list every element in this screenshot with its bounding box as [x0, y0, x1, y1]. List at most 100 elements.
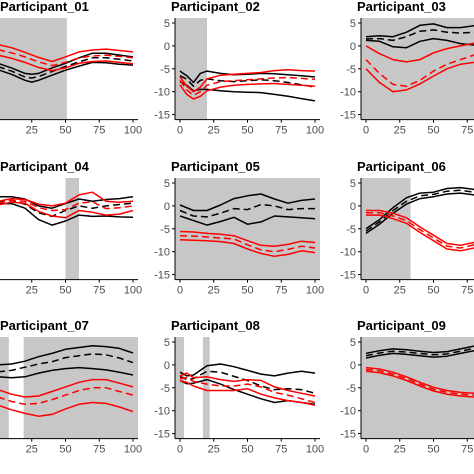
x-tick-label: 0	[177, 285, 183, 297]
y-tick-label: -10	[154, 247, 170, 259]
panel: 25 50 75 100 Participant_01	[0, 0, 142, 137]
shaded-region	[65, 178, 79, 280]
series-line	[0, 378, 134, 398]
shaded-region	[23, 337, 138, 439]
series-line	[179, 376, 316, 404]
series-line	[365, 61, 474, 93]
series-line	[365, 29, 474, 42]
x-tick-label: 100	[306, 125, 324, 137]
panel-title: Participant_09	[357, 318, 446, 333]
series-line	[0, 353, 134, 373]
y-tick-label: 5	[164, 337, 170, 349]
shaded-region	[202, 337, 210, 439]
y-tick-label: 0	[164, 201, 170, 213]
x-tick-label: 100	[306, 444, 324, 456]
series-line	[366, 209, 474, 247]
plot-area	[175, 337, 316, 439]
x-tick-label: 50	[241, 285, 253, 297]
series-line	[179, 68, 316, 93]
plot-area	[361, 337, 474, 439]
y-tick-label: -10	[340, 87, 356, 99]
y-tick-label: 0	[164, 41, 170, 53]
series-line	[0, 199, 134, 212]
series-line	[179, 193, 316, 212]
series-line	[179, 379, 316, 406]
panel-title: Participant_08	[171, 318, 260, 333]
plot-area	[0, 178, 134, 280]
series-line	[0, 61, 134, 83]
series-line	[0, 202, 134, 226]
x-tick-label: 100	[306, 285, 324, 297]
x-tick-label: 25	[26, 444, 38, 456]
y-tick-label: 5	[350, 18, 356, 30]
y-tick-label: 0	[350, 201, 356, 213]
x-tick-label: 75	[93, 285, 105, 297]
x-tick-label: 25	[26, 285, 38, 297]
x-tick-label: 50	[59, 444, 71, 456]
series-line	[179, 239, 316, 258]
y-tick-label: 5	[164, 178, 170, 190]
y-tick-label: -15	[154, 429, 170, 441]
plot-area	[361, 18, 474, 120]
panel-title: Participant_02	[171, 0, 260, 14]
x-tick-label: 75	[275, 125, 287, 137]
panel-title: Participant_05	[171, 159, 260, 174]
panel: 25 50 75 100 Participant_07	[0, 318, 142, 456]
shaded-region	[175, 178, 320, 280]
y-tick-label: -10	[154, 87, 170, 99]
y-tick-label: 0	[350, 41, 356, 53]
series-line	[365, 349, 474, 359]
y-tick-label: 5	[164, 18, 170, 30]
x-tick-label: 75	[93, 444, 105, 456]
series-line	[365, 37, 474, 49]
x-tick-label: 0	[177, 125, 183, 137]
x-tick-label: 75	[275, 444, 287, 456]
series-line	[365, 54, 474, 87]
plot-area	[175, 178, 320, 280]
x-tick-label: 100	[124, 444, 142, 456]
y-tick-label: -5	[160, 383, 170, 395]
panel-title: Participant_01	[0, 0, 89, 14]
panel-title: Participant_06	[357, 159, 446, 174]
y-tick-label: -10	[340, 247, 356, 259]
x-tick-label: 25	[394, 444, 406, 456]
x-tick-label: 50	[241, 444, 253, 456]
series-line	[366, 214, 474, 252]
series-line	[179, 230, 316, 247]
x-tick-label: 50	[427, 444, 439, 456]
series-line	[0, 387, 134, 406]
shaded-region	[361, 18, 474, 120]
x-tick-label: 50	[59, 285, 71, 297]
plot-area	[0, 337, 138, 439]
panel-title: Participant_03	[357, 0, 446, 14]
series-line	[366, 212, 474, 249]
x-tick-label: 100	[124, 285, 142, 297]
shaded-region	[175, 337, 185, 439]
series-line	[0, 201, 134, 219]
series-line	[365, 368, 474, 396]
panel-title: Participant_04	[0, 159, 90, 174]
x-tick-label: 0	[363, 285, 369, 297]
y-tick-label: -5	[346, 383, 356, 395]
x-tick-label: 25	[208, 444, 220, 456]
series-line	[0, 344, 134, 366]
x-tick-label: 75	[275, 285, 287, 297]
x-tick-label: 25	[394, 285, 406, 297]
y-tick-label: -5	[346, 64, 356, 76]
x-tick-label: 50	[59, 125, 71, 137]
series-line	[365, 366, 474, 395]
x-tick-label: 25	[26, 125, 38, 137]
series-line	[179, 203, 315, 218]
x-tick-label: 75	[461, 285, 473, 297]
y-tick-label: 0	[164, 360, 170, 372]
series-line	[0, 49, 134, 67]
x-tick-label: 75	[461, 125, 473, 137]
panel-title: Participant_07	[0, 318, 89, 333]
panel: 25 50 75 100 Participant_04	[0, 159, 142, 297]
x-tick-label: 0	[363, 444, 369, 456]
series-line	[179, 82, 316, 100]
plot-area	[175, 18, 316, 120]
